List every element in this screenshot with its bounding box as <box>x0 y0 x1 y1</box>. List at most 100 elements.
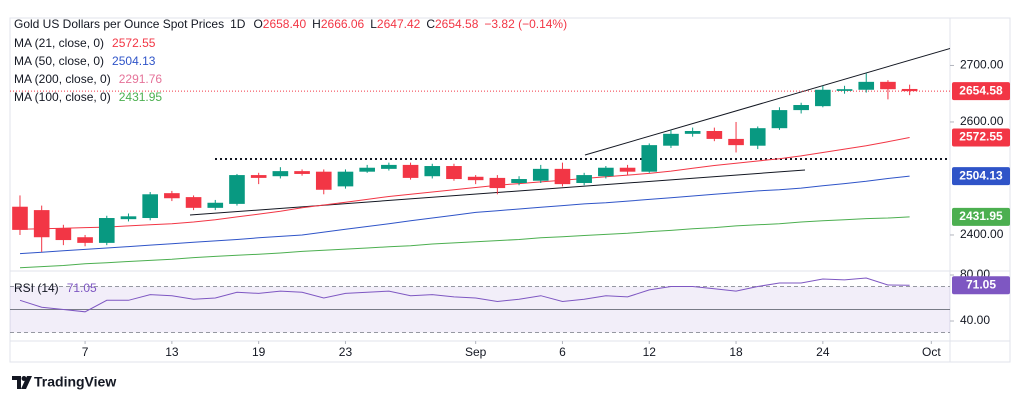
main-pane <box>10 73 950 269</box>
ma-legend-name: MA (21, close, 0) <box>14 36 104 50</box>
y-tick-label: 2600.00 <box>960 114 1004 128</box>
x-tick-label: Oct <box>922 345 941 359</box>
price-box-label: 71.05 <box>966 277 996 291</box>
candle-body <box>446 166 462 180</box>
candle-body <box>554 168 571 185</box>
candle-body <box>294 171 310 174</box>
logo-mark <box>21 376 32 389</box>
drawings <box>189 47 950 216</box>
ma-legend-name: MA (200, close, 0) <box>14 72 111 86</box>
candle-body <box>337 171 354 187</box>
ma-legend-value: 2431.95 <box>119 90 163 104</box>
candle-body <box>207 202 224 208</box>
header: Gold US Dollars per Ounce Spot Prices 1D O… <box>14 17 567 31</box>
rsi-legend-value: 71.05 <box>67 281 97 295</box>
candle-body <box>424 166 441 177</box>
candle-body <box>793 105 809 111</box>
ma-legend-name: MA (50, close, 0) <box>14 54 104 68</box>
candle-body <box>250 175 267 178</box>
ma-legend: MA (50, close, 0) 2504.13 <box>14 54 156 68</box>
rsi-legend-name: RSI (14) <box>14 281 59 295</box>
candle-body <box>576 175 592 183</box>
logo-mark <box>21 376 27 381</box>
ma-line <box>19 137 910 230</box>
candle-body <box>467 176 484 181</box>
ma-line <box>19 216 910 269</box>
x-tick-label: 19 <box>252 345 266 359</box>
price-box <box>952 207 1010 226</box>
quote-value: 2654.58 <box>435 17 479 31</box>
candle-body <box>55 228 72 241</box>
x-tick-label: 24 <box>816 345 830 359</box>
x-tick-label: 6 <box>559 345 566 359</box>
candle-body <box>359 167 375 172</box>
quote-value: 2647.42 <box>377 17 421 31</box>
candle-body <box>880 81 896 90</box>
rsi-legend: RSI (14) 71.05 <box>14 281 97 295</box>
candle-body <box>120 216 137 220</box>
candle-body <box>142 194 158 219</box>
candle-body <box>77 237 93 243</box>
quote-value: 2658.40 <box>263 17 307 31</box>
x-tick-label: 18 <box>729 345 743 359</box>
candle-body <box>402 164 419 178</box>
price-box <box>952 128 1010 147</box>
candle-body <box>164 193 180 199</box>
y-tick-label: 2400.00 <box>960 227 1004 241</box>
quote-key: L <box>370 17 377 31</box>
candle-body <box>185 197 202 208</box>
quote-key: H <box>312 17 321 31</box>
candle-body <box>489 177 506 189</box>
ma-legend-value: 2504.13 <box>112 54 156 68</box>
candle-body <box>532 168 549 181</box>
ma-legend-value: 2291.76 <box>119 72 163 86</box>
rsi-line <box>19 277 910 313</box>
price-box <box>952 82 1010 101</box>
logo <box>12 376 32 389</box>
candle-body <box>272 171 289 177</box>
quote-key: C <box>426 17 435 31</box>
price-box-label: 2431.95 <box>959 209 1003 223</box>
quote-key: O <box>253 17 262 31</box>
candle-body <box>641 145 658 172</box>
x-tick-label: 23 <box>339 345 353 359</box>
ma-legend-value: 2572.55 <box>112 36 156 50</box>
candle-body <box>836 89 853 91</box>
candle-body <box>815 89 831 107</box>
candle-body <box>706 131 723 139</box>
x-tick-label: 7 <box>82 345 89 359</box>
change: −3.82 (−0.14%) <box>484 17 567 31</box>
candle-body <box>771 110 788 129</box>
candle-body <box>684 131 701 134</box>
quote-value: 2666.06 <box>321 17 365 31</box>
rsi-tick-label: 40.00 <box>960 313 990 327</box>
candle-body <box>619 167 636 172</box>
candle-body <box>598 167 614 177</box>
price-box <box>952 167 1010 186</box>
x-tick-label: Sep <box>465 345 487 359</box>
ma-legend: MA (21, close, 0) 2572.55 <box>14 36 156 50</box>
price-box <box>952 276 1010 295</box>
candle-body <box>381 164 397 169</box>
brand: TradingView <box>34 374 116 390</box>
x-tick-label: 13 <box>165 345 179 359</box>
interval: 1D <box>230 17 246 31</box>
candle-body <box>728 138 744 146</box>
frame <box>9 17 1011 363</box>
ma-legend: MA (200, close, 0) 2291.76 <box>14 72 162 86</box>
candle-body <box>663 133 679 146</box>
price-box-label: 2572.55 <box>959 130 1003 144</box>
ma-legend: MA (100, close, 0) 2431.95 <box>14 90 162 104</box>
price-box-label: 2504.13 <box>959 168 1003 182</box>
candle-body <box>858 81 875 90</box>
symbol-title: Gold US Dollars per Ounce Spot Prices <box>14 17 224 31</box>
candle-body <box>511 179 527 183</box>
ma-legend-name: MA (100, close, 0) <box>14 90 111 104</box>
candle-body <box>12 206 28 230</box>
trend-line <box>584 47 950 156</box>
candle-body <box>901 88 918 92</box>
y-tick-label: 2700.00 <box>960 58 1004 72</box>
candle-body <box>749 128 766 146</box>
